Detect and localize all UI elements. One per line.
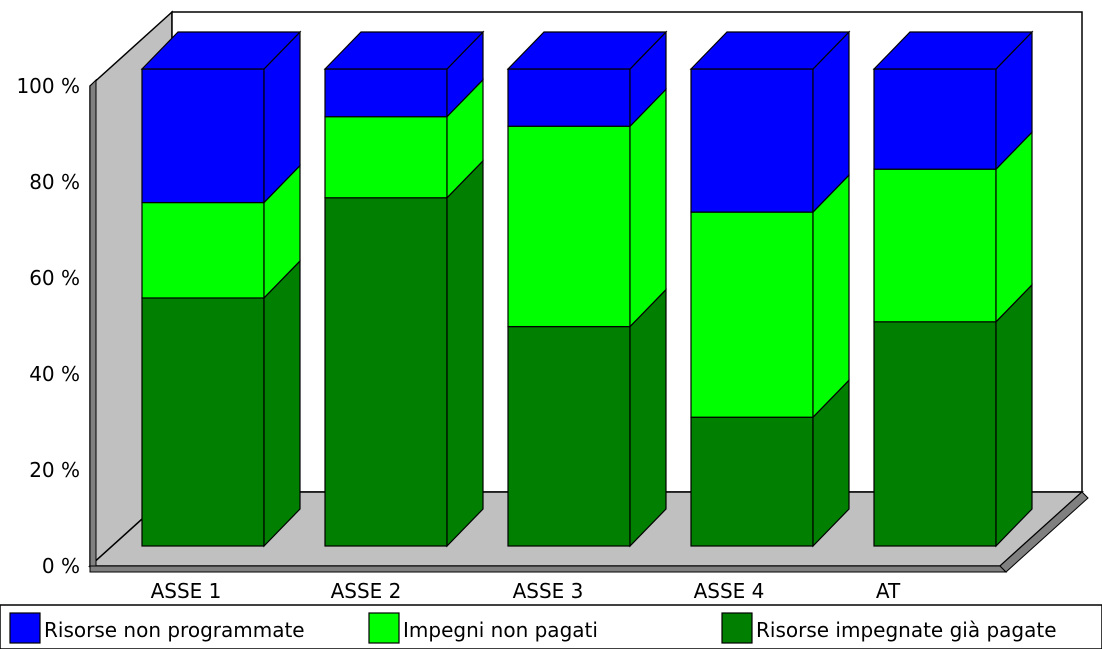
bar-segment: [323, 30, 485, 119]
bar-segment-front: [690, 211, 814, 418]
bar-segment-side: [629, 87, 667, 329]
floor-front-edge: [89, 565, 1008, 573]
bar-segment-front: [141, 201, 265, 299]
x-tick-label: AT: [876, 579, 901, 603]
bar-segment-front: [690, 416, 814, 547]
y-axis-ticks: 0 % 20 % 40 % 60 % 80 % 100 %: [16, 74, 80, 578]
bar-segment-side: [995, 283, 1033, 548]
legend-item: Risorse impegnate già pagate: [721, 612, 1057, 644]
bar-segment-front: [873, 321, 997, 547]
bar-segment-side: [812, 173, 850, 419]
x-tick-label: ASSE 4: [694, 579, 765, 603]
bar-segment-side: [446, 159, 484, 548]
bar-segment-front: [507, 68, 631, 127]
y-tick-label: 0 %: [42, 554, 80, 578]
bar-segment-side: [629, 288, 667, 548]
bar-stack: [689, 30, 851, 548]
bar-segment: [506, 30, 668, 128]
bar-segment: [140, 30, 302, 205]
bar-segment: [872, 30, 1034, 171]
bar-stack: [506, 30, 668, 548]
bar-segment-top: [506, 31, 668, 70]
bar-segment-top: [323, 31, 485, 70]
bar-segment-side: [263, 259, 301, 548]
bar-segment-front: [141, 68, 265, 204]
bar-segment: [141, 259, 301, 548]
legend-box: [0, 604, 1102, 649]
bar-segment-front: [873, 168, 997, 323]
bar-segment: [690, 173, 850, 419]
bar-segment-front: [324, 116, 448, 199]
left-wall-edge: [89, 78, 97, 567]
bar-segment: [873, 283, 1033, 548]
y-tick-label: 100 %: [16, 74, 80, 98]
bar-stack: [872, 30, 1034, 548]
bar-segment-front: [141, 297, 265, 547]
bar-segment-front: [873, 68, 997, 170]
bar-segment: [873, 130, 1033, 324]
bar-segment: [141, 164, 301, 300]
bar-segment: [507, 288, 667, 548]
bar-segment-front: [507, 125, 631, 328]
bar-segment: [324, 159, 484, 548]
bar-segment-front: [324, 197, 448, 547]
legend-label: Impegni non pagati: [403, 618, 598, 642]
legend-swatch: [721, 612, 753, 644]
bar-segment-top: [689, 31, 851, 70]
bar-stack: [140, 30, 302, 548]
bar-segment-front: [507, 325, 631, 547]
x-axis-ticks: ASSE 1 ASSE 2 ASSE 3 ASSE 4 AT: [151, 579, 901, 603]
bars-group: [140, 30, 1034, 548]
x-tick-label: ASSE 3: [513, 579, 584, 603]
legend-swatch: [9, 612, 41, 644]
bar-segment: [689, 30, 851, 214]
x-tick-label: ASSE 2: [331, 579, 402, 603]
floor-right-edge: [999, 491, 1089, 573]
legend-label: Risorse impegnate già pagate: [756, 618, 1057, 642]
bar-segment-top: [872, 31, 1034, 70]
legend-label: Risorse non programmate: [44, 618, 305, 642]
y-tick-label: 20 %: [29, 458, 80, 482]
legend-swatch: [368, 612, 400, 644]
y-tick-label: 40 %: [29, 362, 80, 386]
x-tick-label: ASSE 1: [151, 579, 222, 603]
bar-segment-front: [690, 68, 814, 213]
bar-segment-top: [140, 31, 302, 70]
bar-segment-front: [324, 68, 448, 118]
y-tick-label: 80 %: [29, 170, 80, 194]
bar-segment: [324, 78, 484, 200]
bar-segment: [507, 87, 667, 329]
bar-stack: [323, 30, 485, 548]
bar-segment: [690, 378, 850, 548]
legend: Risorse non programmate Impegni non pagat…: [0, 604, 1102, 649]
legend-item: Impegni non pagati: [368, 612, 598, 644]
legend-item: Risorse non programmate: [9, 612, 305, 644]
y-tick-label: 60 %: [29, 266, 80, 290]
